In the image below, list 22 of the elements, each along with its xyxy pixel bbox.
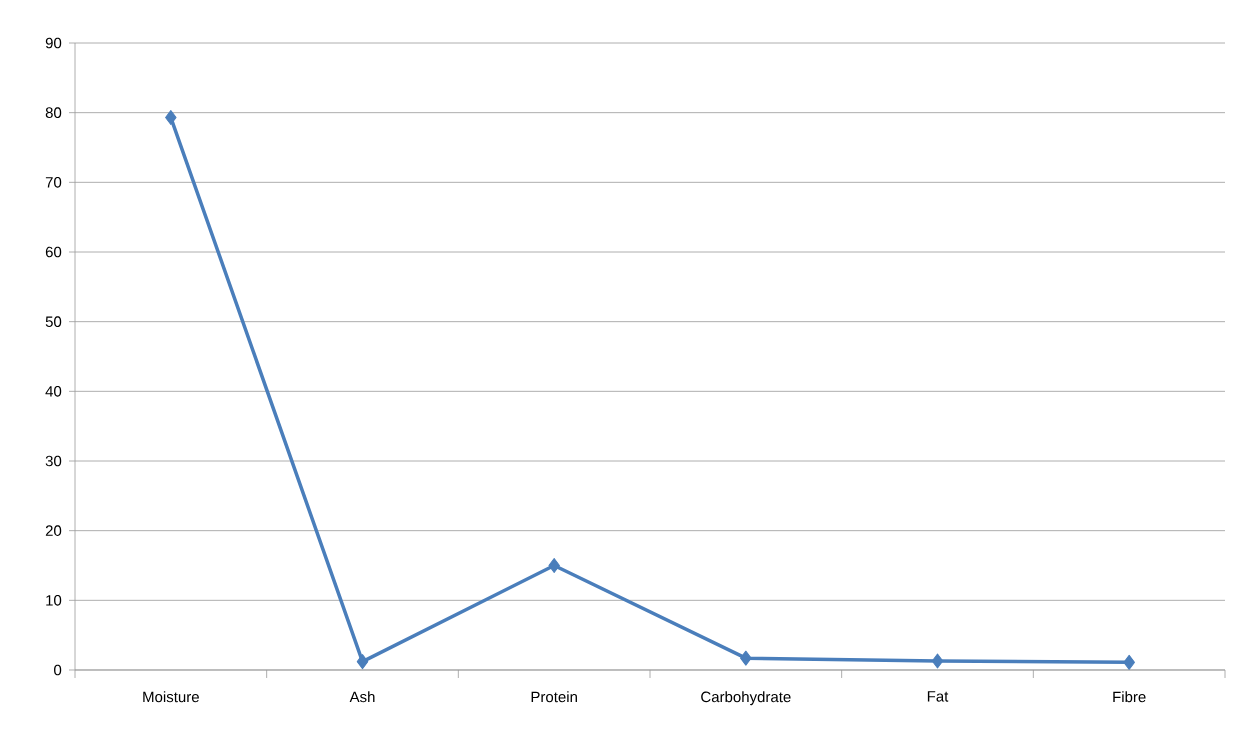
y-tick-label: 70 — [45, 177, 62, 188]
point — [740, 650, 752, 666]
y-tick-label: 50 — [45, 316, 62, 327]
y-tick-label: 20 — [45, 525, 62, 536]
x-tick-label: Carbohydrate — [701, 691, 791, 706]
y-tick-label: 80 — [45, 107, 62, 118]
y-tick-label: 10 — [46, 595, 62, 606]
x-tick-label: Fat — [927, 691, 949, 702]
x-tick-label: Protein — [531, 691, 577, 703]
y-tick-label: 30 — [45, 455, 62, 467]
x-tick-label: Ash — [349, 691, 375, 703]
point — [356, 654, 369, 670]
y-tick-label: 90 — [45, 37, 62, 49]
point — [548, 558, 560, 573]
y-tick-label: 40 — [45, 386, 62, 397]
point — [165, 110, 177, 126]
point — [931, 653, 944, 669]
point — [1123, 654, 1135, 670]
y-tick-label: 0 — [54, 664, 62, 676]
y-tick-label: 60 — [45, 246, 62, 258]
x-tick-label: Moisture — [143, 691, 199, 703]
x-tick-label: Fibre — [1113, 691, 1146, 703]
